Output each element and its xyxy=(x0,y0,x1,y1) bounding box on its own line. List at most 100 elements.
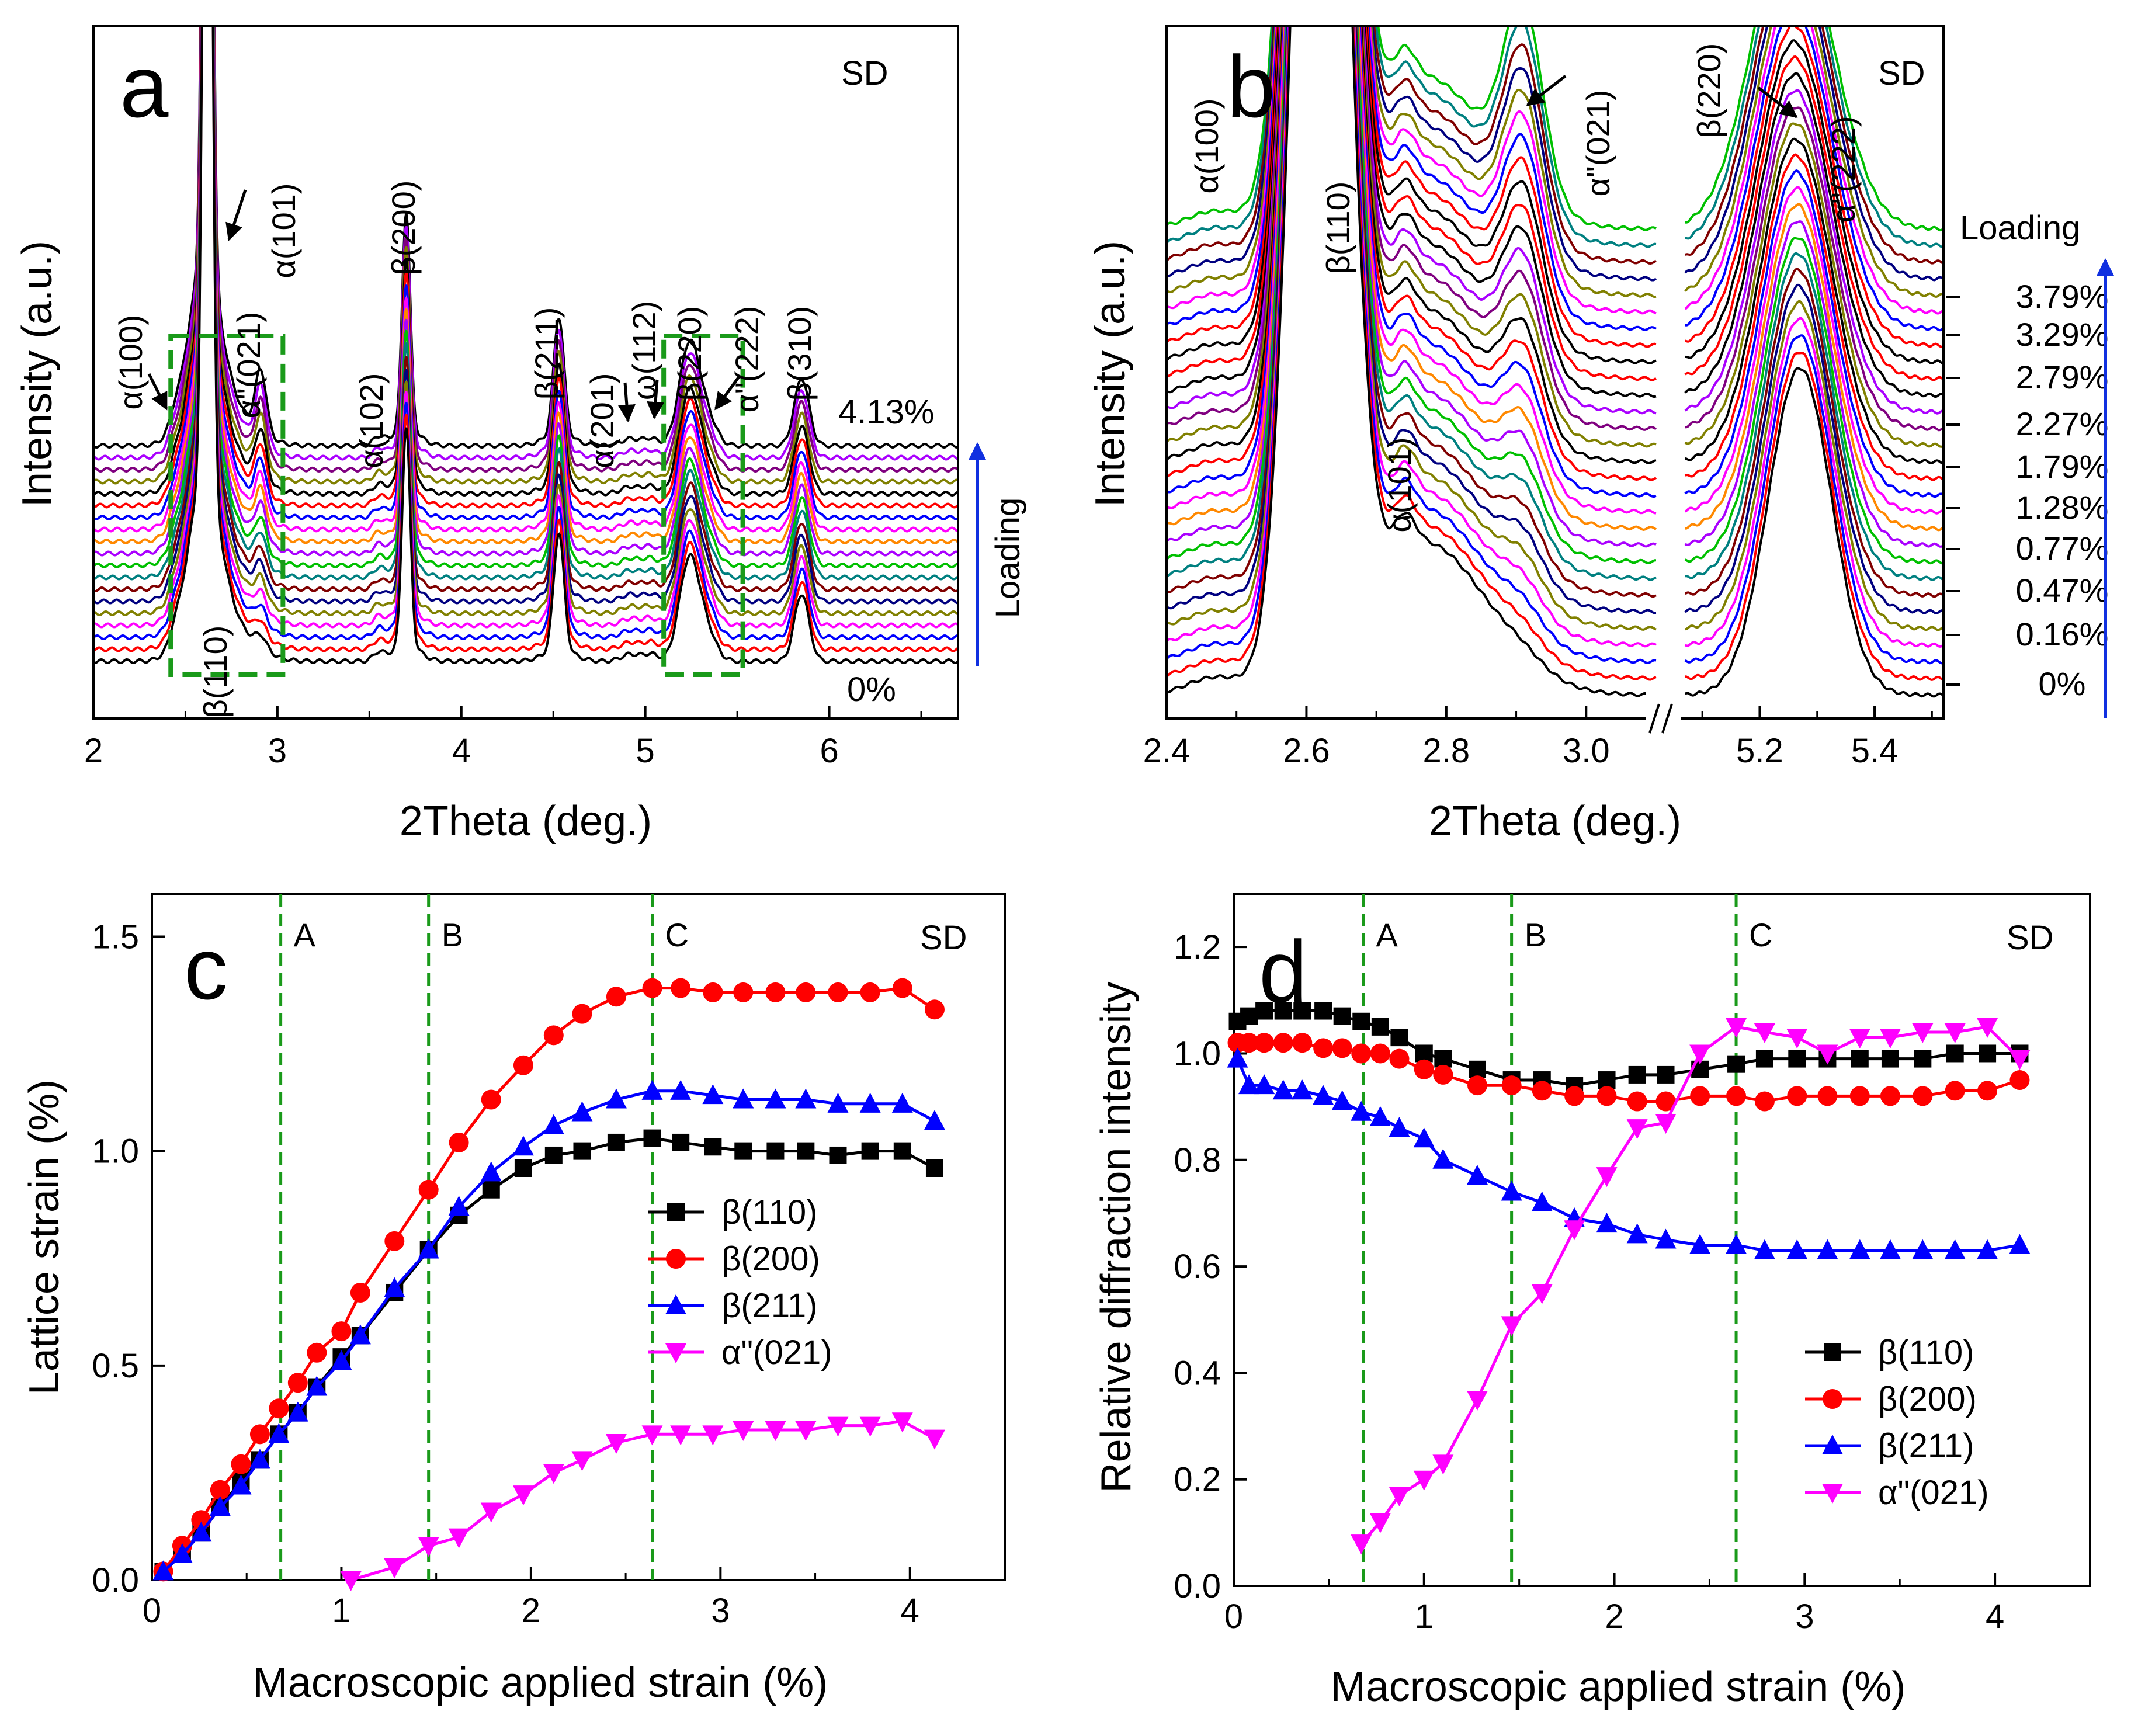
data-point-circle xyxy=(449,1132,469,1152)
data-point-triangle-down xyxy=(1655,1113,1677,1134)
a-spectrum-line xyxy=(93,26,958,652)
data-point-triangle-down xyxy=(733,1421,754,1441)
a-peak-arrow xyxy=(617,382,636,422)
a-peak-label: α(100) xyxy=(112,314,149,409)
a-spectrum-line xyxy=(93,26,958,449)
b-x-tick-label: 2.8 xyxy=(1423,732,1470,770)
data-point-circle xyxy=(418,1179,439,1200)
y-tick-label: 0.8 xyxy=(1174,1141,1221,1179)
legend-label: β(110) xyxy=(721,1193,817,1231)
a-x-tick-label: 4 xyxy=(452,732,471,770)
b-spectrum-line-left xyxy=(1167,26,1657,315)
b-strain-label: 0% xyxy=(2039,665,2086,702)
data-point-square xyxy=(1240,1007,1258,1025)
a-start-label: 0% xyxy=(847,671,896,709)
b-spectrum-line-left xyxy=(1167,26,1657,298)
data-point-triangle-up xyxy=(1531,1191,1553,1211)
y-tick-label: 0.6 xyxy=(1174,1248,1221,1286)
data-point-triangle-up xyxy=(1331,1090,1353,1110)
x-tick-label: 0 xyxy=(143,1592,161,1630)
b-spectrum-line-left xyxy=(1167,26,1657,231)
data-point-triangle-down xyxy=(1432,1454,1454,1475)
a-peak-label: β(220) xyxy=(671,306,708,401)
data-point-triangle-up xyxy=(827,1092,849,1113)
a-highlight-boxes xyxy=(168,334,745,677)
b-spectrum-line-left xyxy=(1167,26,1657,398)
a-peak-arrow xyxy=(647,379,665,419)
b-loading-label: Loading xyxy=(1960,209,2080,247)
x-tick-label: 3 xyxy=(1795,1598,1814,1636)
data-point-triangle-up xyxy=(1292,1079,1313,1100)
data-point-triangle-down xyxy=(1689,1044,1711,1065)
d-plot-content: 0 1 2 3 4 0.0 0.2 0.4 0.6 0.8 1.0 1.2 A B Cβ(110) β(200… xyxy=(1174,894,2031,1636)
data-point-square xyxy=(797,1142,815,1160)
data-point-circle xyxy=(1655,1091,1676,1112)
data-point-triangle-up xyxy=(1413,1127,1435,1148)
data-point-triangle-up xyxy=(543,1114,564,1134)
data-point-triangle-down xyxy=(891,1412,913,1433)
series-line xyxy=(350,1419,936,1582)
data-point-circle xyxy=(572,1004,592,1024)
b-strain-label: 3.79% xyxy=(2016,278,2109,315)
a-spectrum-line xyxy=(93,26,958,605)
data-point-triangle-up xyxy=(1944,1239,1966,1259)
data-point-square xyxy=(1979,1044,1997,1063)
data-point-circle xyxy=(703,982,723,1002)
stage-label: C xyxy=(665,916,689,953)
b-peak-label: α(100) xyxy=(1188,98,1225,193)
b-spectrum-line-left xyxy=(1167,26,1657,581)
data-point-circle xyxy=(481,1089,501,1110)
data-point-circle xyxy=(1532,1081,1552,1101)
b-spectrum-line-right xyxy=(1684,26,1943,265)
stage-label: A xyxy=(294,916,316,953)
b-spectrum-line-right xyxy=(1685,352,1943,681)
b-spectrum-line-right xyxy=(1684,367,1943,698)
data-point-circle xyxy=(1254,1033,1275,1053)
data-point-triangle-down xyxy=(384,1558,405,1578)
a-peak-label: β(110) xyxy=(197,626,234,718)
b-spectrum-line-left xyxy=(1167,26,1657,648)
data-point-square xyxy=(672,1133,690,1151)
c-subtitle: SD xyxy=(920,919,967,957)
a-peak-label: α"(222) xyxy=(728,306,765,413)
b-x-tick-label: 2.6 xyxy=(1283,732,1330,770)
data-point-square xyxy=(829,1146,847,1164)
data-point-square xyxy=(704,1138,722,1156)
data-point-triangle-down xyxy=(340,1571,362,1591)
data-point-triangle-up xyxy=(1369,1106,1391,1126)
data-point-circle xyxy=(606,987,626,1007)
data-point-circle xyxy=(666,1249,686,1269)
c-panel-letter: c xyxy=(184,919,228,1018)
b-spectrum-line-right xyxy=(1684,169,1943,498)
legend-label: α"(021) xyxy=(1878,1474,1989,1512)
b-plot-frame xyxy=(1165,25,1945,720)
data-point-circle xyxy=(1627,1091,1647,1112)
b-peak-arrow xyxy=(1757,86,1798,118)
a-spectrum-line xyxy=(93,26,958,509)
data-point-triangle-up xyxy=(924,1110,945,1130)
a-peak-labels: α(100) β(110) α"(021) α(101) α(102) β(200) β(2… xyxy=(112,180,818,718)
data-point-square xyxy=(1946,1044,1964,1063)
y-tick-label: 1.5 xyxy=(92,918,139,956)
a-peak-label: α(102) xyxy=(353,373,390,468)
data-point-triangle-up xyxy=(1912,1239,1934,1259)
data-point-square xyxy=(893,1142,911,1160)
data-point-triangle-up xyxy=(571,1101,593,1122)
data-point-triangle-up xyxy=(1879,1239,1901,1259)
a-spectrum-line xyxy=(93,26,958,545)
data-point-circle xyxy=(210,1480,230,1500)
data-point-square xyxy=(1352,1012,1370,1030)
data-point-triangle-down xyxy=(702,1425,724,1446)
a-spectra xyxy=(93,26,958,665)
data-point-square xyxy=(643,1129,661,1147)
data-point-circle xyxy=(1433,1064,1453,1085)
data-point-circle xyxy=(1389,1048,1410,1069)
a-end-label: 4.13% xyxy=(838,393,934,431)
data-point-triangle-down xyxy=(448,1528,470,1548)
data-point-triangle-down xyxy=(571,1451,593,1471)
data-point-triangle-up xyxy=(1238,1074,1260,1095)
a-spectrum-line xyxy=(93,26,958,473)
data-point-triangle-down xyxy=(1879,1029,1901,1049)
a-peak-label: α"(021) xyxy=(230,312,267,419)
a-peak-label: α(101) xyxy=(265,183,302,278)
